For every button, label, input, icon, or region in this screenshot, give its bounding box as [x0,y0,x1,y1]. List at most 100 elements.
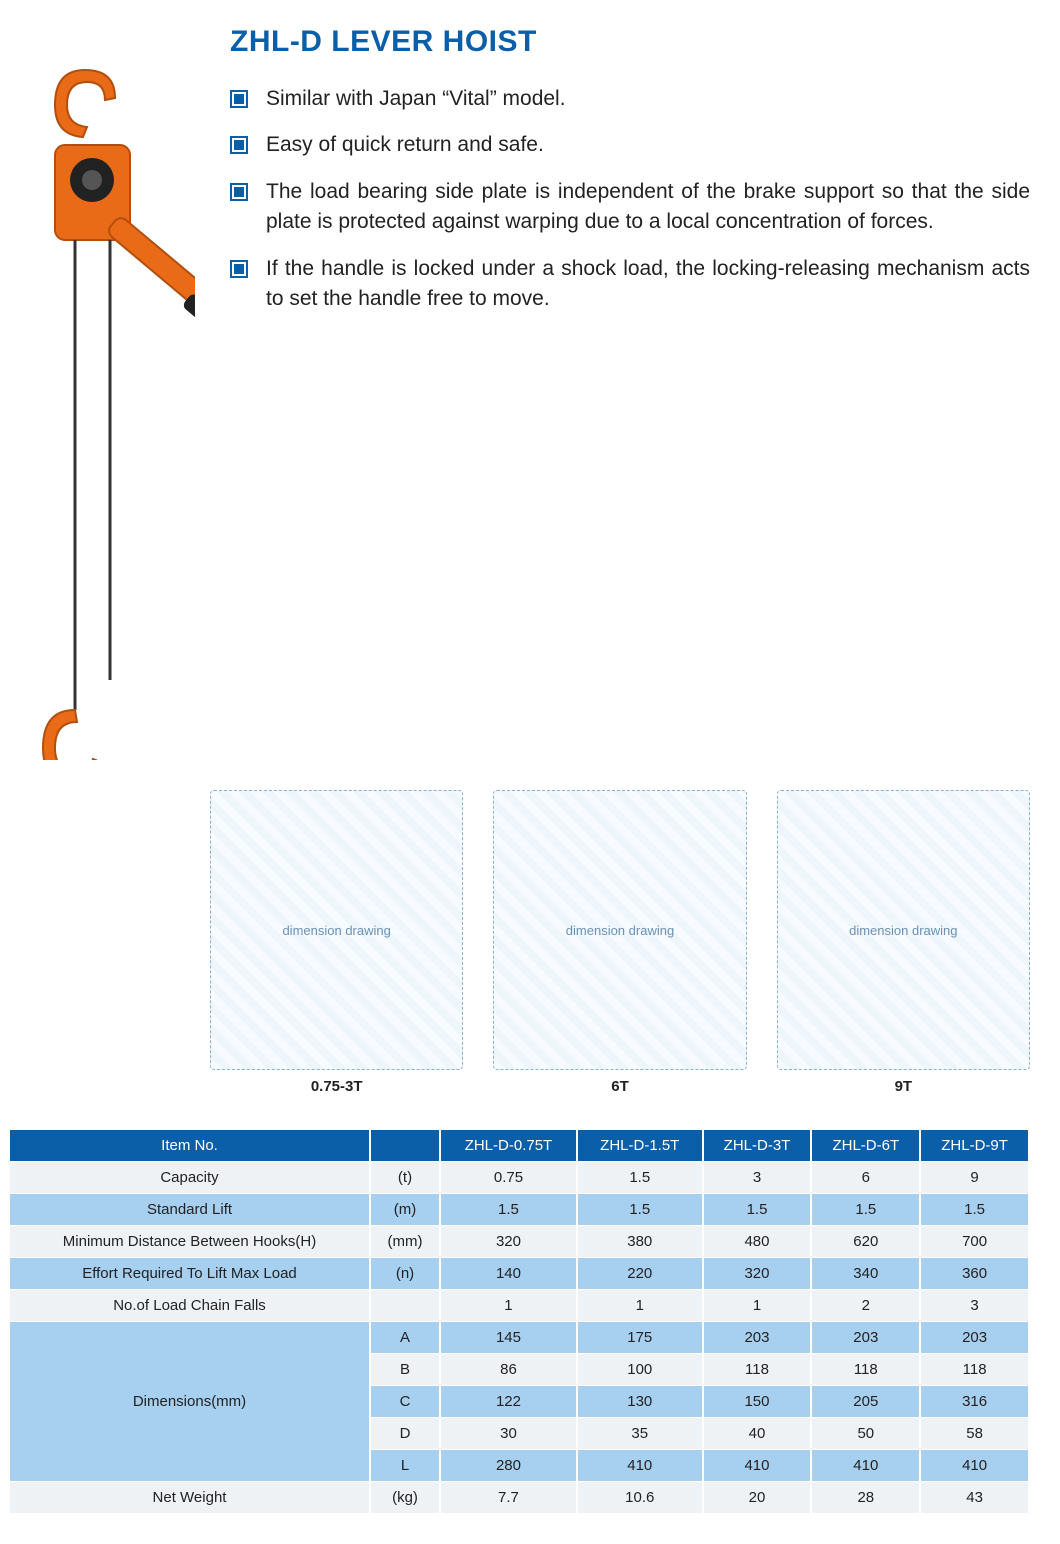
cell-value: 205 [811,1386,920,1418]
diagram-group: dimension drawing 9T [777,790,1030,1095]
hoist-illustration [25,60,195,760]
row-unit: (t) [370,1162,440,1194]
cell-value: 316 [920,1386,1029,1418]
cell-value: 1.5 [440,1194,577,1226]
cell-value: 50 [811,1418,920,1450]
col-header-model: ZHL-D-9T [920,1130,1029,1162]
square-bullet-icon [230,183,248,201]
row-label: Net Weight [10,1482,370,1514]
cell-value: 28 [811,1482,920,1514]
table-row: Effort Required To Lift Max Load(n)14022… [10,1258,1029,1290]
cell-value: 58 [920,1418,1029,1450]
cell-value: 280 [440,1450,577,1482]
cell-value: 410 [811,1450,920,1482]
diagram-label: 6T [493,1078,746,1095]
cell-value: 20 [703,1482,812,1514]
cell-value: 9 [920,1162,1029,1194]
cell-value: 410 [920,1450,1029,1482]
row-label: No.of Load Chain Falls [10,1290,370,1322]
cell-value: 30 [440,1418,577,1450]
dimension-key: D [370,1418,440,1450]
feature-text: Similar with Japan “Vital” model. [266,84,566,114]
cell-value: 140 [440,1258,577,1290]
feature-text: Easy of quick return and safe. [266,130,544,160]
feature-list: Similar with Japan “Vital” model. Easy o… [230,84,1030,315]
table-row: Standard Lift(m)1.51.51.51.51.5 [10,1194,1029,1226]
list-item: If the handle is locked under a shock lo… [230,254,1030,315]
cell-value: 122 [440,1386,577,1418]
list-item: Easy of quick return and safe. [230,130,1030,160]
diagram-group: dimension drawing 6T [493,790,746,1095]
text-column: ZHL-D LEVER HOIST Similar with Japan “Vi… [230,20,1030,760]
cell-value: 118 [811,1354,920,1386]
list-item: Similar with Japan “Vital” model. [230,84,1030,114]
cell-value: 410 [703,1450,812,1482]
col-header-model: ZHL-D-0.75T [440,1130,577,1162]
diagram-label: 0.75-3T [210,1078,463,1095]
cell-value: 1.5 [577,1194,703,1226]
table-row: Minimum Distance Between Hooks(H)(mm)320… [10,1226,1029,1258]
row-label: Standard Lift [10,1194,370,1226]
cell-value: 1 [703,1290,812,1322]
technical-drawing: dimension drawing [210,790,463,1070]
row-unit: (n) [370,1258,440,1290]
cell-value: 220 [577,1258,703,1290]
row-label: Capacity [10,1162,370,1194]
feature-text: If the handle is locked under a shock lo… [266,254,1030,315]
cell-value: 40 [703,1418,812,1450]
row-label: Effort Required To Lift Max Load [10,1258,370,1290]
cell-value: 118 [703,1354,812,1386]
list-item: The load bearing side plate is independe… [230,177,1030,238]
square-bullet-icon [230,90,248,108]
top-area: ZHL-D LEVER HOIST Similar with Japan “Vi… [10,20,1030,760]
cell-value: 360 [920,1258,1029,1290]
row-unit: (kg) [370,1482,440,1514]
cell-value: 203 [811,1322,920,1354]
cell-value: 145 [440,1322,577,1354]
cell-value: 6 [811,1162,920,1194]
cell-value: 0.75 [440,1162,577,1194]
dimensions-group-label: Dimensions(mm) [10,1322,370,1482]
dimension-key: B [370,1354,440,1386]
col-header-model: ZHL-D-3T [703,1130,812,1162]
cell-value: 1.5 [703,1194,812,1226]
cell-value: 380 [577,1226,703,1258]
cell-value: 100 [577,1354,703,1386]
cell-value: 118 [920,1354,1029,1386]
cell-value: 10.6 [577,1482,703,1514]
cell-value: 320 [703,1258,812,1290]
row-unit [370,1290,440,1322]
cell-value: 1.5 [920,1194,1029,1226]
row-unit: (mm) [370,1226,440,1258]
row-label: Minimum Distance Between Hooks(H) [10,1226,370,1258]
dimension-key: A [370,1322,440,1354]
cell-value: 700 [920,1226,1029,1258]
dimension-key: C [370,1386,440,1418]
table-row: Capacity(t)0.751.5369 [10,1162,1029,1194]
table-row: Dimensions(mm)A145175203203203 [10,1322,1029,1354]
col-header-unit [370,1130,440,1162]
technical-drawing: dimension drawing [777,790,1030,1070]
cell-value: 620 [811,1226,920,1258]
page: ZHL-D LEVER HOIST Similar with Japan “Vi… [0,0,1060,1544]
square-bullet-icon [230,260,248,278]
diagram-row: dimension drawing 0.75-3T dimension draw… [210,790,1030,1095]
row-unit: (m) [370,1194,440,1226]
cell-value: 3 [920,1290,1029,1322]
cell-value: 86 [440,1354,577,1386]
cell-value: 130 [577,1386,703,1418]
dimension-key: L [370,1450,440,1482]
table-row: Net Weight(kg)7.710.6202843 [10,1482,1029,1514]
technical-drawing: dimension drawing [493,790,746,1070]
col-header-model: ZHL-D-6T [811,1130,920,1162]
col-header-item-no: Item No. [10,1130,370,1162]
page-title: ZHL-D LEVER HOIST [230,25,1030,59]
cell-value: 1 [577,1290,703,1322]
cell-value: 1 [440,1290,577,1322]
diagram-label: 9T [777,1078,1030,1095]
square-bullet-icon [230,136,248,154]
diagram-group: dimension drawing 0.75-3T [210,790,463,1095]
cell-value: 320 [440,1226,577,1258]
spec-table: Item No.ZHL-D-0.75TZHL-D-1.5TZHL-D-3TZHL… [10,1130,1030,1514]
col-header-model: ZHL-D-1.5T [577,1130,703,1162]
